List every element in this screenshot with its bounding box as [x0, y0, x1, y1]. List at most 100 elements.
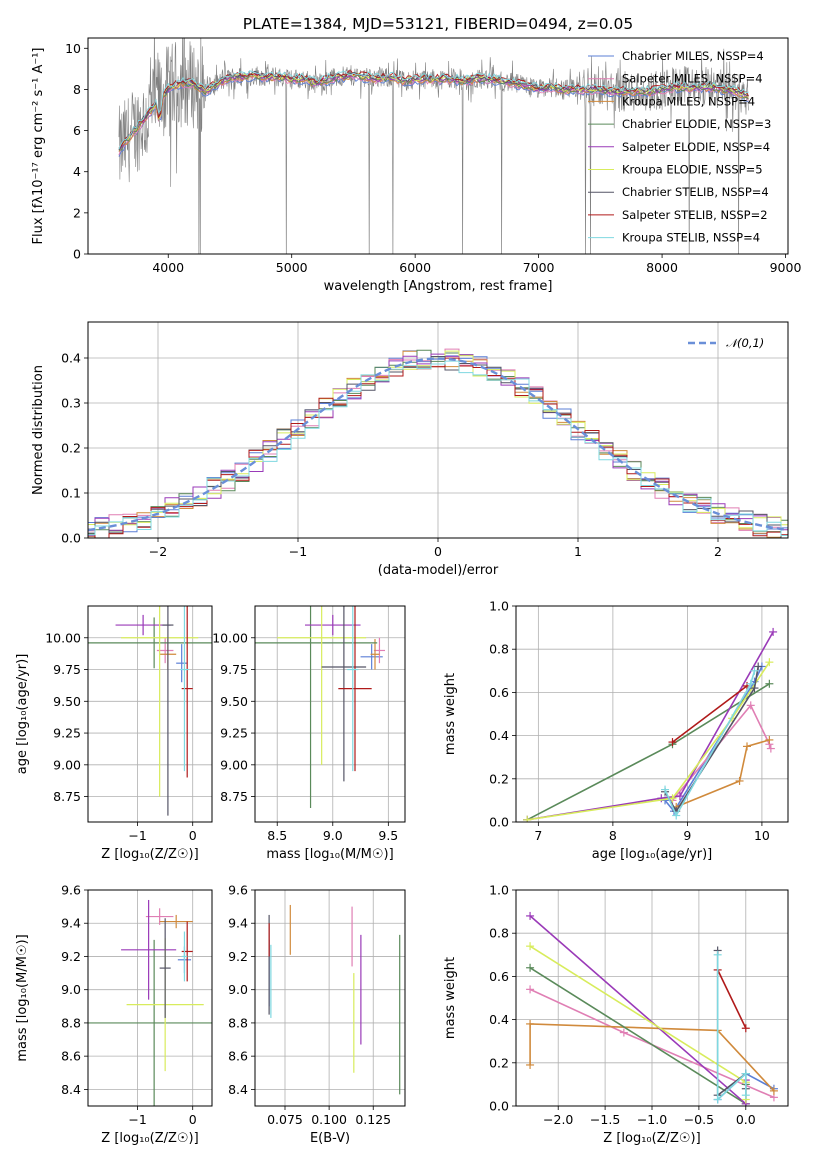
y-tick-label: 8.4: [61, 1082, 81, 1097]
errorbar-point-salpeter_miles: [145, 908, 174, 925]
x-tick-label: 0.100: [311, 1112, 347, 1127]
y-tick-label: 9.6: [61, 883, 81, 898]
y-tick-label: 8.8: [61, 1015, 81, 1030]
x-tick-label: −1.0: [637, 1112, 667, 1127]
axes-frame: [515, 605, 789, 823]
legend-entry-kroupa_stelib: Kroupa STELIB, NSSP=4: [622, 231, 760, 245]
plot-area-spectrum: [118, 38, 749, 254]
y-tick-label: 8.4: [228, 1082, 248, 1097]
legend-entry-gaussian: 𝒩(0,1): [726, 336, 764, 350]
y-tick-label: 8.75: [53, 789, 81, 804]
panel-massweight_vs_age: 7 8 9 10 0.0 0.2 0.4 0.6 0.8 1.0 age [log₁₀(age/yr…: [443, 599, 789, 862]
hist-chabrier_stelib: [88, 356, 788, 538]
y-tick-label: 10.00: [212, 630, 248, 645]
y-tick-label: 0: [73, 247, 81, 262]
panel-age_vs_Z: −1 0 8.75 9.00 9.25 9.50 9.75 10.00 Z [log₁₀(Z/Z…: [15, 605, 213, 862]
x-tick-label: 5000: [276, 260, 308, 275]
plot-area-mass_vs_Z: [88, 899, 212, 1106]
errorbar-point-chabrier_stelib: [162, 606, 174, 816]
model-spectrum-kroupa_stelib: [118, 70, 749, 150]
y-tick-label: 9.75: [53, 662, 81, 677]
x-tick-label: 4000: [152, 260, 184, 275]
y-tick-label: 0.1: [61, 486, 81, 501]
errorbar-point-kroupa_stelib: [347, 606, 359, 772]
errorbar-point-salpeter_elodie: [115, 614, 171, 636]
legend-entry-salpeter_stelib: Salpeter STELIB, NSSP=2: [622, 208, 768, 222]
y-axis-label: mass weight: [443, 957, 458, 1039]
model-spectrum-kroupa_miles: [118, 74, 749, 152]
y-axis-label: mass [log₁₀(M/M☉)]: [15, 934, 30, 1061]
x-tick-label: 7: [534, 828, 542, 843]
plot-area-age_vs_mass: [255, 606, 385, 809]
y-tick-label: 4: [73, 164, 81, 179]
axes-frame: [515, 889, 789, 1107]
y-tick-label: 9.25: [220, 726, 248, 741]
x-tick-label: 10: [754, 828, 770, 843]
y-tick-label: 9.00: [220, 757, 248, 772]
x-axis-label: Z [log₁₀(Z/Z☉)]: [101, 1131, 198, 1146]
grid-age_vs_mass: [255, 606, 405, 822]
y-axis-label: Flux [fλ10⁻¹⁷ erg cm⁻² s⁻¹ A⁻¹]: [31, 48, 46, 245]
legend-entry-salpeter_miles: Salpeter MILES, NSSP=4: [622, 72, 763, 86]
series-line-chabrier_elodie: [526, 683, 770, 821]
y-tick-label: 1.0: [489, 883, 509, 898]
x-tick-label: 8: [609, 828, 617, 843]
series-line-salpeter_stelib: [716, 969, 747, 1029]
x-tick-label: −1: [128, 1112, 146, 1127]
x-axis-label: Z [log₁₀(Z/Z☉)]: [101, 847, 198, 862]
hist-kroupa_stelib: [88, 360, 788, 536]
x-tick-label: 6000: [399, 260, 431, 275]
x-tick-label: 0.125: [355, 1112, 391, 1127]
y-tick-label: 0.4: [489, 728, 509, 743]
errorbar-point-chabrier_stelib: [159, 918, 171, 1018]
panel-age_vs_mass: 8.5 9.0 9.5 8.75 9.00 9.25 9.50 9.75 10.00 mass […: [212, 605, 406, 862]
panel-residual_hist: −2 −1 0 1 2 0.0 0.1 0.2 0.3 0.4 (data-model)/error…: [31, 321, 789, 578]
y-tick-label: 8: [73, 82, 81, 97]
series-line-kroupa_stelib: [664, 670, 756, 818]
axes-frame: [87, 37, 789, 255]
y-axis-label: age [log₁₀(age/yr)]: [15, 654, 30, 775]
y-axis-label: Normed distribution: [31, 365, 46, 495]
y-tick-label: 0.2: [61, 441, 81, 456]
y-tick-label: 8.6: [61, 1049, 81, 1064]
x-tick-label: 8000: [646, 260, 678, 275]
grid-massweight_vs_age: [516, 605, 788, 823]
legend-entry-chabrier_elodie: Chabrier ELODIE, NSSP=3: [622, 117, 771, 131]
y-tick-label: 9.0: [61, 982, 81, 997]
x-tick-label: 9: [683, 828, 691, 843]
errorbar-point-salpeter_stelib: [181, 921, 193, 982]
errorbar-point-chabrier_stelib: [321, 606, 367, 782]
x-tick-label: 0.075: [267, 1112, 303, 1127]
spectrum-legend: Chabrier MILES, NSSP=4 Salpeter MILES, NS…: [588, 49, 771, 245]
y-tick-label: 8.8: [228, 1015, 248, 1030]
x-axis-label: age [log₁₀(age/yr)]: [592, 847, 713, 862]
x-tick-label: −1: [289, 544, 307, 559]
errorbar-point-chabrier_elodie: [88, 617, 212, 669]
errorbar-point-kroupa_stelib: [180, 606, 189, 772]
x-tick-label: 0: [189, 828, 197, 843]
series-line-chabrier_miles: [664, 666, 763, 813]
legend-entry-chabrier_miles: Chabrier MILES, NSSP=4: [622, 49, 764, 63]
legend-entry-chabrier_stelib: Chabrier STELIB, NSSP=4: [622, 185, 769, 199]
y-tick-label: 0.4: [489, 1012, 509, 1027]
x-tick-label: 9.5: [378, 828, 398, 843]
plot-area-mass_vs_EBV: [268, 904, 401, 1095]
y-tick-label: 8.6: [228, 1049, 248, 1064]
errorbar-point-kroupa_miles: [370, 639, 380, 670]
y-tick-label: 0.3: [61, 396, 81, 411]
page-title: PLATE=1384, MJD=53121, FIBERID=0494, z=0…: [243, 15, 633, 33]
y-tick-label: 0.6: [489, 969, 509, 984]
x-tick-label: 0.0: [736, 1112, 756, 1127]
series-line-kroupa_elodie: [527, 661, 771, 821]
series-line-kroupa_stelib: [716, 954, 747, 1102]
y-tick-label: 9.25: [53, 726, 81, 741]
y-tick-label: 9.50: [53, 694, 81, 709]
x-axis-label: E(B-V): [310, 1131, 350, 1146]
y-tick-label: 0.0: [61, 531, 81, 546]
errorbar-point-kroupa_elodie: [277, 606, 367, 765]
x-tick-label: 8.5: [267, 828, 287, 843]
errorbar-point-chabrier_miles: [176, 644, 188, 683]
x-tick-label: −2.0: [543, 1112, 573, 1127]
grid-mass_vs_EBV: [255, 889, 405, 1106]
